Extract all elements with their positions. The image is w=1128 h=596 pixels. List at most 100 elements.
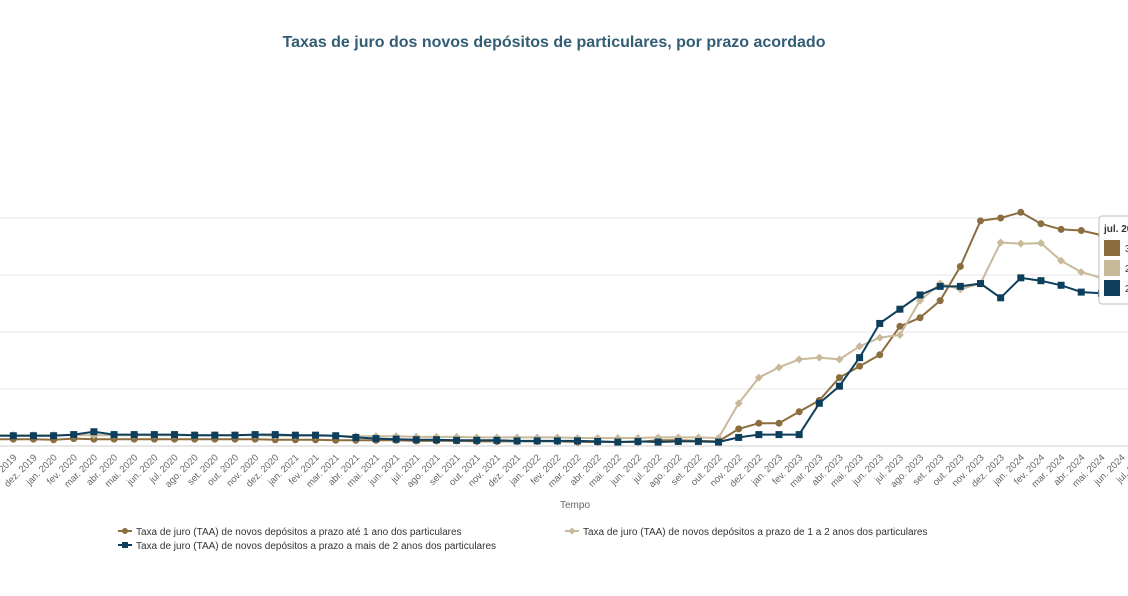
data-point[interactable] bbox=[815, 399, 823, 407]
data-point[interactable] bbox=[29, 432, 37, 440]
data-point[interactable] bbox=[997, 294, 1005, 302]
data-point[interactable] bbox=[795, 408, 803, 416]
data-point[interactable] bbox=[694, 437, 702, 445]
series-1 bbox=[0, 208, 1128, 446]
data-point[interactable] bbox=[956, 262, 964, 270]
data-point[interactable] bbox=[775, 363, 783, 372]
data-point[interactable] bbox=[50, 432, 58, 440]
data-point[interactable] bbox=[432, 436, 440, 444]
data-point[interactable] bbox=[856, 362, 864, 370]
data-point[interactable] bbox=[896, 305, 904, 313]
data-point[interactable] bbox=[1017, 208, 1025, 216]
data-point[interactable] bbox=[90, 428, 98, 436]
data-point[interactable] bbox=[130, 431, 138, 439]
data-point[interactable] bbox=[110, 431, 118, 439]
data-point[interactable] bbox=[977, 217, 984, 225]
data-point[interactable] bbox=[1077, 288, 1085, 296]
data-point[interactable] bbox=[1077, 268, 1086, 277]
data-point[interactable] bbox=[715, 438, 723, 446]
data-point[interactable] bbox=[372, 435, 380, 443]
data-point[interactable] bbox=[936, 297, 944, 305]
data-point[interactable] bbox=[855, 342, 864, 351]
data-point[interactable] bbox=[231, 431, 239, 439]
data-point[interactable] bbox=[634, 437, 642, 445]
data-point[interactable] bbox=[291, 431, 299, 439]
data-point[interactable] bbox=[916, 296, 925, 305]
data-point[interactable] bbox=[916, 314, 924, 322]
data-point[interactable] bbox=[956, 282, 964, 290]
legend-marker bbox=[568, 527, 576, 535]
data-point[interactable] bbox=[312, 431, 320, 439]
data-point[interactable] bbox=[473, 436, 481, 444]
data-point[interactable] bbox=[895, 330, 904, 339]
data-point[interactable] bbox=[755, 431, 763, 439]
x-axis-label: Tempo bbox=[560, 500, 590, 511]
data-point[interactable] bbox=[795, 431, 803, 439]
data-point[interactable] bbox=[171, 431, 178, 439]
data-point[interactable] bbox=[513, 437, 521, 445]
data-point[interactable] bbox=[1016, 239, 1025, 248]
data-point[interactable] bbox=[1037, 277, 1045, 285]
legend-item-1[interactable]: Taxa de juro (TAA) de novos depósitos a … bbox=[118, 527, 462, 538]
data-point[interactable] bbox=[392, 435, 400, 443]
data-point[interactable] bbox=[352, 433, 360, 441]
data-point[interactable] bbox=[835, 382, 843, 390]
data-point[interactable] bbox=[734, 399, 743, 408]
data-point[interactable] bbox=[332, 432, 340, 440]
data-point[interactable] bbox=[875, 333, 884, 342]
data-point[interactable] bbox=[896, 322, 904, 330]
data-point[interactable] bbox=[9, 432, 17, 440]
legend-marker bbox=[122, 528, 128, 534]
data-point[interactable] bbox=[755, 419, 763, 427]
data-point[interactable] bbox=[1057, 281, 1065, 289]
data-point[interactable] bbox=[1037, 220, 1045, 228]
tooltip-swatch bbox=[1104, 240, 1120, 256]
data-point[interactable] bbox=[614, 438, 622, 446]
data-point[interactable] bbox=[775, 431, 783, 439]
tooltip[interactable]: jul. 2024 3,55 2,85 2,62 bbox=[1098, 215, 1128, 305]
data-point[interactable] bbox=[533, 437, 541, 445]
data-point[interactable] bbox=[191, 431, 199, 439]
data-point[interactable] bbox=[735, 433, 743, 441]
data-point[interactable] bbox=[70, 431, 78, 439]
data-point[interactable] bbox=[1057, 256, 1066, 265]
data-point[interactable] bbox=[835, 374, 843, 382]
data-point[interactable] bbox=[412, 436, 420, 444]
data-point[interactable] bbox=[856, 354, 864, 362]
data-point[interactable] bbox=[251, 431, 259, 439]
data-point[interactable] bbox=[754, 373, 763, 382]
data-point[interactable] bbox=[1036, 239, 1045, 248]
data-point[interactable] bbox=[916, 291, 924, 299]
series-layer bbox=[0, 208, 1128, 446]
data-point[interactable] bbox=[835, 355, 844, 364]
data-point[interactable] bbox=[735, 425, 743, 433]
data-point[interactable] bbox=[553, 437, 561, 445]
data-point[interactable] bbox=[876, 319, 884, 327]
data-point[interactable] bbox=[775, 419, 783, 427]
data-point[interactable] bbox=[453, 436, 461, 444]
data-point[interactable] bbox=[795, 355, 804, 364]
data-point[interactable] bbox=[977, 280, 984, 288]
data-point[interactable] bbox=[997, 214, 1005, 222]
legend-item-2[interactable]: Taxa de juro (TAA) de novos depósitos a … bbox=[565, 527, 927, 538]
data-point[interactable] bbox=[815, 353, 824, 362]
data-point[interactable] bbox=[271, 431, 279, 439]
tooltip-title: jul. 2024 bbox=[1103, 224, 1128, 235]
data-point[interactable] bbox=[493, 436, 501, 444]
data-point[interactable] bbox=[1077, 227, 1085, 235]
data-point[interactable] bbox=[996, 238, 1005, 247]
data-point[interactable] bbox=[211, 431, 219, 439]
data-point[interactable] bbox=[674, 437, 682, 445]
data-point[interactable] bbox=[876, 351, 884, 359]
legend: Taxa de juro (TAA) de novos depósitos a … bbox=[118, 527, 927, 552]
series-line bbox=[0, 211, 1128, 443]
data-point[interactable] bbox=[574, 437, 581, 445]
legend-item-3[interactable]: Taxa de juro (TAA) de novos depósitos a … bbox=[118, 541, 496, 552]
data-point[interactable] bbox=[654, 438, 662, 446]
data-point[interactable] bbox=[594, 437, 602, 445]
data-point[interactable] bbox=[1017, 274, 1025, 282]
data-point[interactable] bbox=[1057, 225, 1065, 233]
data-point[interactable] bbox=[936, 282, 944, 290]
data-point[interactable] bbox=[150, 431, 158, 439]
